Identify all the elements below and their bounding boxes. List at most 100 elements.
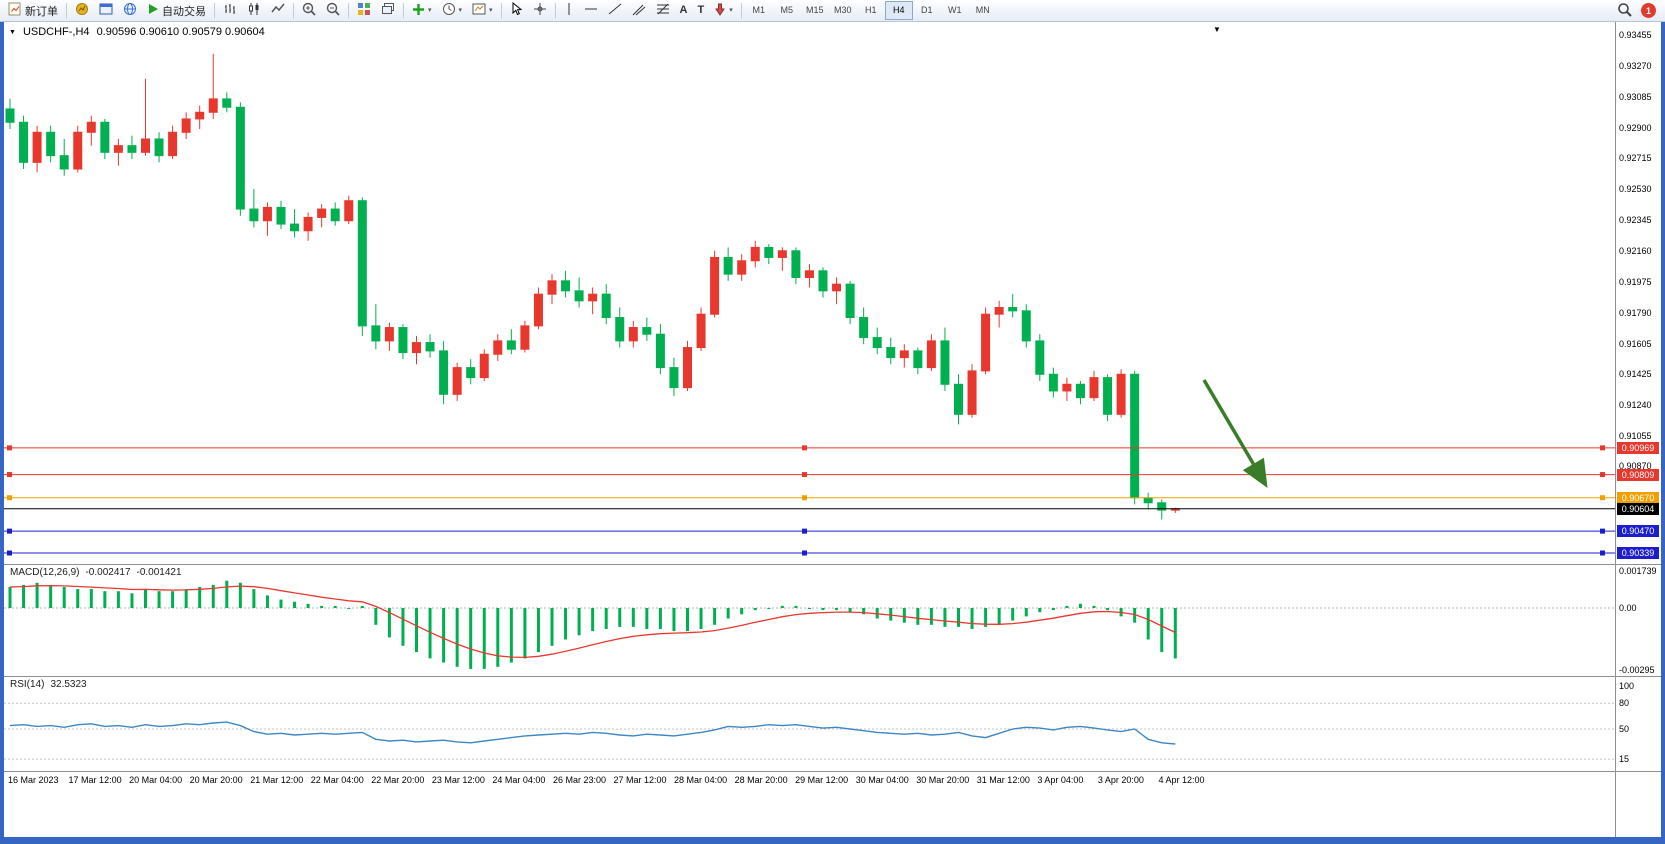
chevron-down-icon: ▾ bbox=[489, 7, 493, 14]
time-axis-separator[interactable] bbox=[4, 771, 1661, 772]
bar-chart-icon bbox=[223, 2, 237, 19]
search-button[interactable] bbox=[1612, 0, 1637, 21]
clock-icon bbox=[442, 2, 456, 19]
timeframe-button-w1[interactable]: W1 bbox=[948, 5, 962, 15]
timeframe-button-m30[interactable]: M30 bbox=[833, 5, 852, 15]
price-axis-tick: 0.91605 bbox=[1619, 338, 1652, 349]
fibonacci-icon bbox=[656, 2, 670, 19]
zoom-out-icon bbox=[326, 2, 340, 19]
rsi-label: RSI(14) 32.5323 bbox=[10, 679, 87, 690]
candlestick-chart-button[interactable] bbox=[242, 0, 266, 21]
candlestick-chart-icon bbox=[247, 2, 261, 19]
time-axis-label: 30 Mar 20:00 bbox=[916, 775, 970, 785]
price-tag: 0.90604 bbox=[1617, 502, 1659, 515]
autotrading-button[interactable]: 自动交易 bbox=[142, 0, 211, 21]
time-axis-label: 16 Mar 2023 bbox=[8, 775, 59, 785]
price-axis-tick: 0.92530 bbox=[1619, 184, 1652, 195]
time-axis-label: 30 Mar 04:00 bbox=[855, 775, 909, 785]
price-axis-tick: 0.91790 bbox=[1619, 307, 1652, 318]
tile-windows-button[interactable] bbox=[352, 0, 376, 21]
fibonacci-tool-button[interactable] bbox=[651, 0, 675, 21]
vertical-line-tool-button[interactable] bbox=[559, 0, 579, 21]
new-order-label: 新订单 bbox=[25, 5, 58, 18]
rsi-axis-tick: 100 bbox=[1619, 681, 1635, 691]
panel-separator[interactable] bbox=[4, 564, 1661, 565]
zoom-out-button[interactable] bbox=[321, 0, 345, 21]
price-axis-tick: 0.91055 bbox=[1619, 430, 1652, 441]
timeframe-button-m15[interactable]: M15 bbox=[805, 5, 824, 15]
profile-window-button[interactable] bbox=[94, 0, 118, 21]
time-axis-label: 3 Apr 20:00 bbox=[1097, 775, 1144, 785]
charts-bar-button[interactable] bbox=[70, 0, 94, 21]
rsi-axis-tick: 80 bbox=[1619, 698, 1630, 709]
horizontal-line-tool-button[interactable] bbox=[579, 0, 603, 21]
gold-chart-icon bbox=[75, 2, 89, 19]
timeframe-button-m1[interactable]: M1 bbox=[752, 5, 765, 15]
bar-chart-button[interactable] bbox=[218, 0, 242, 21]
price-axis[interactable]: 0.93455 0.93270 0.93085 0.92900 0.92715 0.925… bbox=[1615, 22, 1661, 837]
time-axis-label: 24 Mar 04:00 bbox=[492, 775, 546, 785]
price-tag: 0.90339 bbox=[1617, 546, 1659, 559]
rsi-panel[interactable] bbox=[4, 677, 1615, 770]
chevron-down-icon: ▾ bbox=[729, 7, 733, 14]
window-frame bbox=[0, 22, 4, 837]
main-price-chart[interactable] bbox=[4, 24, 1615, 562]
panel-separator[interactable] bbox=[4, 676, 1661, 677]
main-toolbar: 新订单 自动交易 ▾ ▾ ▾ bbox=[0, 0, 1665, 22]
timeframe-button-h1[interactable]: H1 bbox=[864, 5, 877, 15]
symbol-period-label: USDCHF-,H4 bbox=[22, 26, 90, 38]
rsi-name: RSI(14) bbox=[10, 679, 45, 690]
trendline-tool-button[interactable] bbox=[603, 0, 627, 21]
zoom-in-button[interactable] bbox=[297, 0, 321, 21]
timeframe-group: M1 M5 M15 M30 H1 H4 D1 W1 MN bbox=[745, 1, 997, 20]
toolbar-separator bbox=[293, 3, 294, 18]
annotation-arrow-icon[interactable] bbox=[1202, 379, 1268, 489]
tile-windows-icon bbox=[357, 2, 371, 19]
text-label-icon: T bbox=[697, 4, 705, 16]
notification-badge[interactable]: 1 bbox=[1641, 3, 1656, 18]
toolbar-separator bbox=[500, 3, 502, 18]
globe-icon bbox=[123, 2, 137, 19]
new-order-button[interactable]: 新订单 bbox=[3, 0, 63, 21]
timeframe-button-m5[interactable]: M5 bbox=[780, 5, 793, 15]
text-tool-button[interactable]: A bbox=[675, 0, 693, 21]
line-chart-button[interactable] bbox=[266, 0, 290, 21]
toolbar-separator bbox=[348, 3, 349, 18]
label-tool-button[interactable]: T bbox=[693, 0, 710, 21]
timeframe-button-mn[interactable]: MN bbox=[975, 5, 990, 15]
time-axis-label: 17 Mar 12:00 bbox=[68, 775, 122, 785]
rsi-value: 32.5323 bbox=[50, 679, 87, 690]
chart-title: ▼ USDCHF-,H4 0.90596 0.90610 0.90579 0.9… bbox=[9, 26, 265, 38]
timeframe-button-d1[interactable]: D1 bbox=[920, 5, 933, 15]
chart-shift-marker-icon: ▼ bbox=[1213, 25, 1221, 34]
crosshair-button[interactable] bbox=[528, 0, 552, 21]
line-chart-icon bbox=[271, 2, 285, 19]
community-button[interactable] bbox=[118, 0, 142, 21]
macd-panel[interactable] bbox=[4, 565, 1615, 675]
timeframe-button-h4[interactable]: H4 bbox=[884, 1, 913, 20]
price-axis-tick: 0.93270 bbox=[1619, 60, 1652, 71]
arrows-tool-button[interactable]: ▾ bbox=[709, 0, 738, 21]
price-axis-tick: 0.91975 bbox=[1619, 276, 1652, 287]
price-tag: 0.90969 bbox=[1617, 441, 1659, 454]
template-icon bbox=[472, 2, 486, 19]
time-axis-label: 29 Mar 12:00 bbox=[795, 775, 849, 785]
toolbar-separator bbox=[214, 3, 215, 18]
title-caret-icon: ▼ bbox=[9, 28, 16, 36]
toolbar-separator bbox=[403, 3, 404, 18]
channel-icon bbox=[632, 2, 646, 19]
price-axis-tick: 0.90870 bbox=[1619, 461, 1652, 472]
price-axis-tick: 0.91240 bbox=[1619, 399, 1652, 410]
indicators-button[interactable]: ▾ bbox=[407, 0, 437, 21]
toolbar-separator bbox=[66, 3, 67, 18]
channel-tool-button[interactable] bbox=[627, 0, 651, 21]
new-order-icon bbox=[8, 2, 22, 19]
macd-main-value: -0.002417 bbox=[85, 567, 131, 578]
chevron-down-icon: ▾ bbox=[458, 7, 463, 14]
periods-button[interactable]: ▾ bbox=[437, 0, 468, 21]
trendline-icon bbox=[608, 2, 622, 19]
cursor-button[interactable] bbox=[505, 0, 528, 21]
templates-button[interactable]: ▾ bbox=[467, 0, 498, 21]
cascade-windows-button[interactable] bbox=[376, 0, 400, 21]
